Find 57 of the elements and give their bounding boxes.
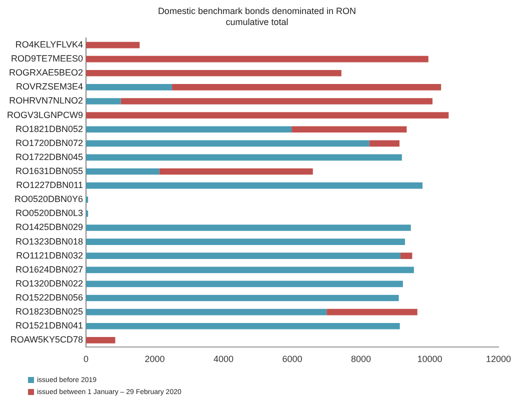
y-tick-label: RO1323DBN018: [15, 236, 84, 246]
y-tick-label: RO1521DBN041: [15, 320, 84, 331]
x-tick-label: 2000: [144, 354, 165, 364]
bar: [292, 126, 407, 133]
x-tick-label: 12000: [486, 354, 511, 364]
bar: [86, 266, 414, 274]
y-tick-label: RO0520DBN0Y6: [14, 194, 84, 204]
y-tick-label: RO1624DBN027: [15, 264, 84, 274]
y-tick-label: RO4KELYFLVK4: [15, 40, 84, 50]
bar: [86, 308, 327, 316]
bar: [172, 84, 442, 90]
y-tick-label: RO1722DBN045: [15, 152, 84, 162]
x-tick-label: 8000: [350, 354, 372, 364]
y-tick-label: ROHRVN7NLNO2: [9, 96, 84, 106]
bar: [86, 154, 402, 161]
bar: [86, 140, 370, 147]
bar: [86, 182, 423, 189]
bar: [86, 126, 292, 133]
bar: [86, 168, 160, 175]
x-tick-label: 4000: [213, 354, 234, 364]
bar: [86, 98, 121, 104]
bar: [86, 280, 403, 288]
x-tick-label: 10000: [417, 354, 442, 364]
bar: [86, 224, 411, 231]
y-tick-label: RO1121DBN032: [16, 250, 84, 260]
y-tick-label: RO1821DBN052: [15, 124, 84, 134]
y-tick-label: RO1522DBN056: [15, 292, 84, 302]
y-tick-label: RO1425DBN029: [15, 222, 84, 232]
bar: [86, 252, 401, 260]
y-tick-label: ROGRXAE5BEO2: [8, 68, 84, 78]
x-tick-label: 6000: [282, 354, 302, 364]
y-tick-label: RO1631DBN055: [15, 166, 84, 176]
bar: [86, 70, 342, 76]
bar: [86, 112, 449, 118]
y-tick-label: RO0520DBN0L3: [15, 208, 84, 218]
bar: [86, 56, 428, 62]
bar: [86, 84, 172, 90]
bar: [326, 308, 418, 316]
bar: [159, 168, 313, 175]
bar: [86, 294, 399, 302]
y-tick-label: RO1320DBN022: [15, 278, 84, 288]
bar: [86, 322, 400, 330]
bar: [86, 42, 140, 48]
y-tick-label: ROD9TE7MEES0: [10, 54, 84, 64]
y-tick-label: RO1823DBN025: [15, 306, 84, 317]
bar: [86, 337, 116, 344]
y-tick-label: ROVRZSEM3E4: [16, 82, 84, 92]
y-tick-label: ROGV3LGNPCW9: [6, 110, 84, 120]
y-tick-label: RO1227DBN011: [16, 180, 84, 190]
bar: [86, 238, 405, 245]
bar: [369, 140, 400, 147]
y-tick-label: RO1720DBN072: [15, 138, 84, 148]
chart-title: Domestic benchmark bonds denominated in RON cumulative total: [156, 6, 358, 28]
bar: [400, 252, 412, 260]
y-tick-label: ROAW5KY5CD78: [10, 334, 84, 345]
x-tick-label: 0: [84, 354, 89, 364]
bar: [120, 98, 432, 104]
